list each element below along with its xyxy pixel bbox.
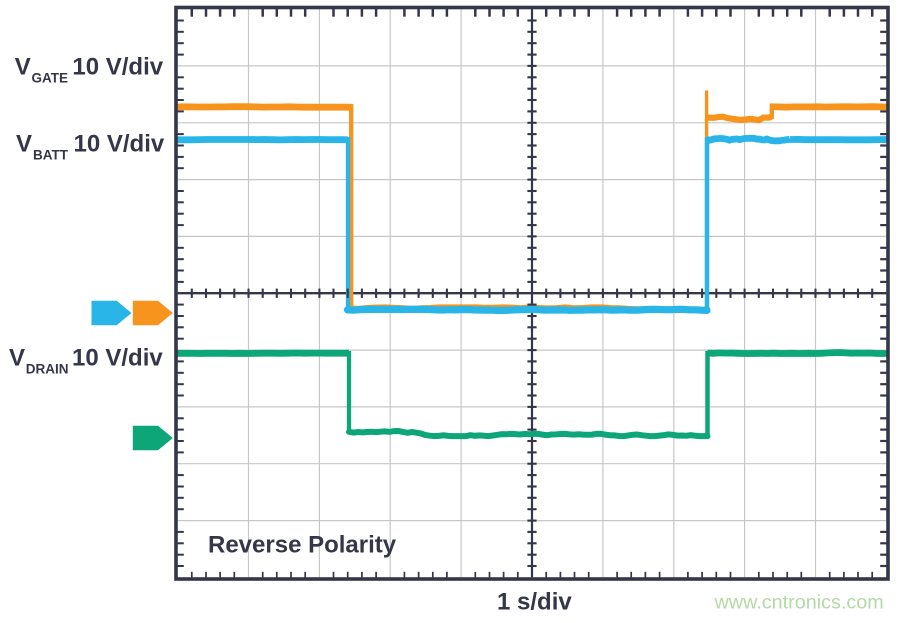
svg-text:10 V/div: 10 V/div	[72, 345, 163, 372]
svg-text:BATT: BATT	[33, 148, 69, 163]
svg-text:V: V	[15, 54, 31, 81]
svg-text:Reverse Polarity: Reverse Polarity	[208, 532, 397, 559]
svg-text:www.cntronics.com: www.cntronics.com	[714, 592, 884, 614]
svg-text:DRAIN: DRAIN	[26, 362, 69, 377]
svg-text:10 V/div: 10 V/div	[74, 131, 165, 158]
svg-text:1 s/div: 1 s/div	[497, 589, 572, 616]
svg-text:GATE: GATE	[32, 71, 69, 86]
svg-text:10 V/div: 10 V/div	[72, 54, 163, 81]
svg-text:V: V	[9, 345, 25, 372]
svg-text:V: V	[16, 131, 32, 158]
